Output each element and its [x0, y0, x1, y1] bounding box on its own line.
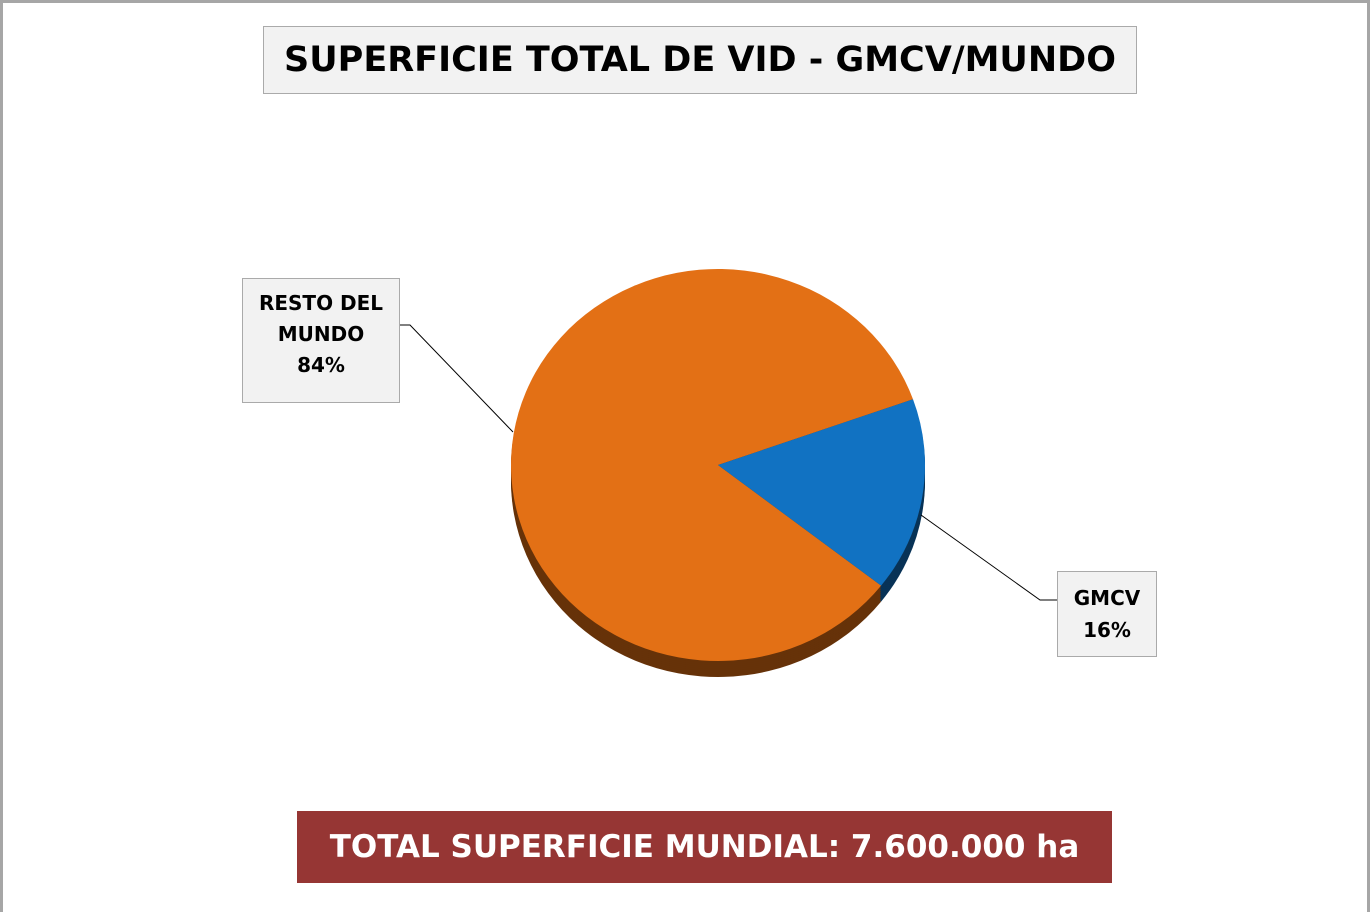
slice: [511, 269, 914, 662]
leader-line: [400, 324, 514, 433]
leader-line: [920, 514, 1057, 601]
slice-value-label: 84%: [297, 352, 345, 377]
slice-label: GMCV: [1073, 586, 1141, 610]
chart-title: SUPERFICIE TOTAL DE VID - GMCV/MUNDO: [263, 26, 1137, 94]
slice-label-box: GMCV 16%: [1057, 571, 1157, 657]
annotation: TOTAL SUPERFICIE MUNDIAL: 7.600.000 ha: [297, 811, 1112, 883]
slice-label-box: RESTO DEL MUNDO 84%: [242, 278, 400, 403]
slice-value-label: 16%: [1083, 618, 1131, 642]
slice-label: RESTO DEL MUNDO: [258, 290, 384, 346]
slice: [718, 399, 925, 586]
